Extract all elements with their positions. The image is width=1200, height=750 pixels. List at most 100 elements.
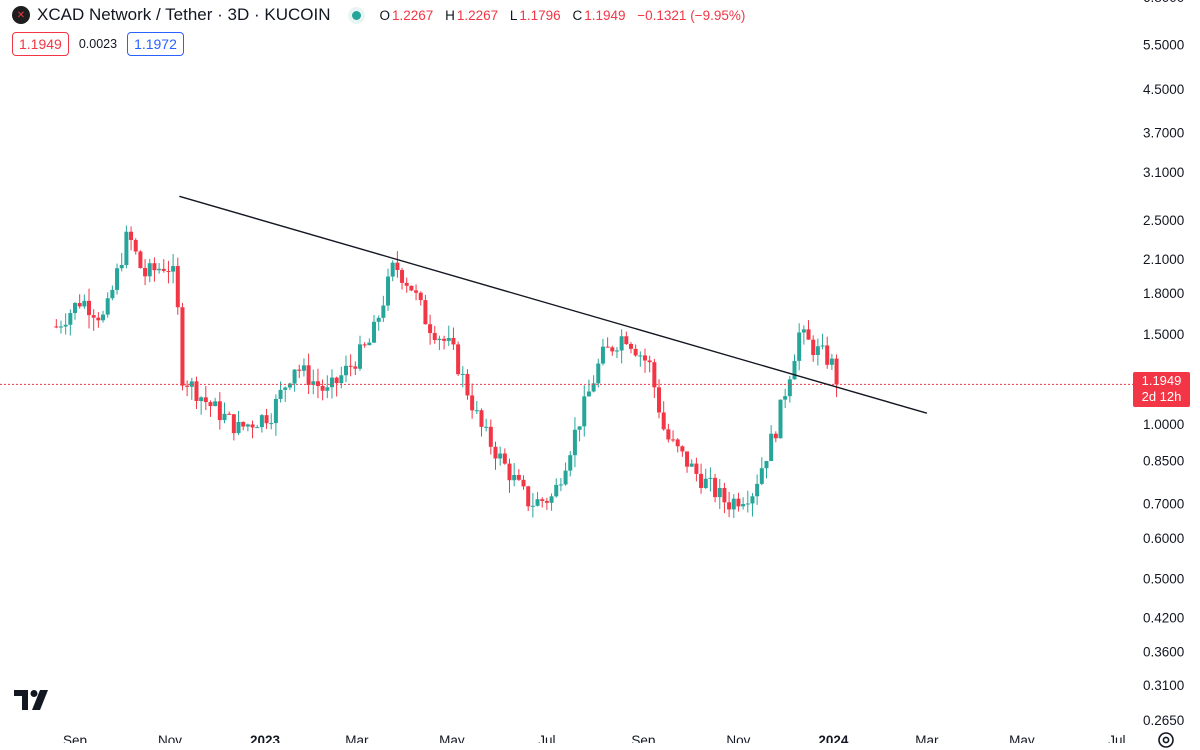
candle-body[interactable] <box>404 282 409 286</box>
visibility-dot-icon[interactable] <box>352 10 362 20</box>
candle-body[interactable] <box>713 477 718 498</box>
candle-body[interactable] <box>614 350 619 352</box>
candle-body[interactable] <box>825 345 830 365</box>
candle-body[interactable] <box>703 478 708 488</box>
candle-body[interactable] <box>194 381 199 402</box>
price-axis[interactable]: 6.8000 5.5000 4.5000 3.7000 3.1000 2.5000 2.10… <box>1143 0 1184 728</box>
candle-body[interactable] <box>755 483 760 497</box>
tradingview-logo-icon[interactable] <box>14 690 50 710</box>
candle-body[interactable] <box>708 477 713 479</box>
candle-body[interactable] <box>582 396 587 427</box>
candle-body[interactable] <box>787 379 792 397</box>
candle-body[interactable] <box>138 251 143 268</box>
candle-body[interactable] <box>175 266 180 308</box>
candle-body[interactable] <box>334 377 339 384</box>
candle-body[interactable] <box>320 385 325 391</box>
candle-body[interactable] <box>759 468 764 484</box>
symbol-title[interactable]: XCAD Network / Tether · 3D · KUCOIN <box>37 5 331 24</box>
candle-body[interactable] <box>73 303 77 314</box>
candle-body[interactable] <box>231 414 236 434</box>
candle-body[interactable] <box>105 298 110 315</box>
candle-body[interactable] <box>119 265 124 269</box>
candle-body[interactable] <box>628 343 633 349</box>
candle-body[interactable] <box>605 346 610 348</box>
candle-body[interactable] <box>390 262 395 277</box>
candle-body[interactable] <box>829 358 834 365</box>
candle-body[interactable] <box>460 373 465 375</box>
candle-body[interactable] <box>82 300 87 307</box>
candle-body[interactable] <box>643 355 647 361</box>
candle-body[interactable] <box>423 300 428 325</box>
candle-body[interactable] <box>474 410 479 412</box>
candle-body[interactable] <box>269 423 274 425</box>
candle-body[interactable] <box>675 439 680 447</box>
candle-body[interactable] <box>577 426 582 430</box>
candle-body[interactable] <box>680 446 685 452</box>
candle-body[interactable] <box>465 373 470 396</box>
candle-body[interactable] <box>591 383 596 392</box>
candle-body[interactable] <box>773 433 778 439</box>
candle-body[interactable] <box>353 366 358 369</box>
candle-body[interactable] <box>432 333 437 341</box>
candle-body[interactable] <box>124 231 129 266</box>
candle-body[interactable] <box>470 395 475 411</box>
candle-body[interactable] <box>456 344 461 375</box>
candle-body[interactable] <box>217 401 222 421</box>
candle-body[interactable] <box>395 262 400 270</box>
candle-body[interactable] <box>572 429 577 456</box>
candle-body[interactable] <box>157 268 162 271</box>
candle-body[interactable] <box>661 412 666 430</box>
candle-body[interactable] <box>502 453 507 464</box>
candle-body[interactable] <box>633 348 638 356</box>
settings-icon[interactable] <box>1156 730 1176 750</box>
candle-body[interactable] <box>264 415 269 424</box>
candle-body[interactable] <box>610 347 615 352</box>
candle-body[interactable] <box>750 496 755 504</box>
candle-body[interactable] <box>115 268 120 290</box>
candle-body[interactable] <box>227 413 232 415</box>
candle-body[interactable] <box>222 413 227 421</box>
buy-price-button[interactable]: 1.1972 <box>127 32 184 56</box>
candle-body[interactable] <box>273 398 278 424</box>
candle-body[interactable] <box>287 383 292 388</box>
candle-body[interactable] <box>418 292 423 301</box>
candle-body[interactable] <box>199 397 204 402</box>
sell-price-button[interactable]: 1.1949 <box>12 32 69 56</box>
candle-body[interactable] <box>339 375 344 384</box>
candle-body[interactable] <box>657 387 662 413</box>
candle-body[interactable] <box>526 486 531 507</box>
candle-body[interactable] <box>563 470 568 485</box>
candle-body[interactable] <box>315 381 320 386</box>
candle-body[interactable] <box>516 474 521 480</box>
candle-body[interactable] <box>652 362 657 388</box>
candle-body[interactable] <box>554 484 559 497</box>
candle-body[interactable] <box>283 387 288 390</box>
candle-body[interactable] <box>806 329 811 340</box>
candle-body[interactable] <box>96 317 101 321</box>
candle-body[interactable] <box>203 397 208 403</box>
candle-body[interactable] <box>666 429 671 440</box>
candle-body[interactable] <box>54 326 59 328</box>
candle-body[interactable] <box>343 365 348 376</box>
candle-body[interactable] <box>311 381 316 385</box>
candle-body[interactable] <box>143 267 148 277</box>
candle-body[interactable] <box>479 410 484 427</box>
candle-body[interactable] <box>414 290 419 293</box>
candle-body[interactable] <box>815 346 820 356</box>
candle-body[interactable] <box>278 389 283 399</box>
candle-body[interactable] <box>241 421 246 427</box>
candle-body[interactable] <box>348 365 353 367</box>
candle-body[interactable] <box>446 338 451 341</box>
candle-body[interactable] <box>381 305 386 318</box>
candle-body[interactable] <box>530 505 535 507</box>
candle-body[interactable] <box>558 484 563 486</box>
candle-body[interactable] <box>498 453 503 459</box>
candle-body[interactable] <box>91 315 96 318</box>
candle-body[interactable] <box>596 363 601 384</box>
candle-body[interactable] <box>213 401 218 407</box>
candle-body[interactable] <box>161 268 166 271</box>
candle-body[interactable] <box>769 433 774 461</box>
candle-body[interactable] <box>512 474 517 481</box>
candle-body[interactable] <box>722 487 727 503</box>
